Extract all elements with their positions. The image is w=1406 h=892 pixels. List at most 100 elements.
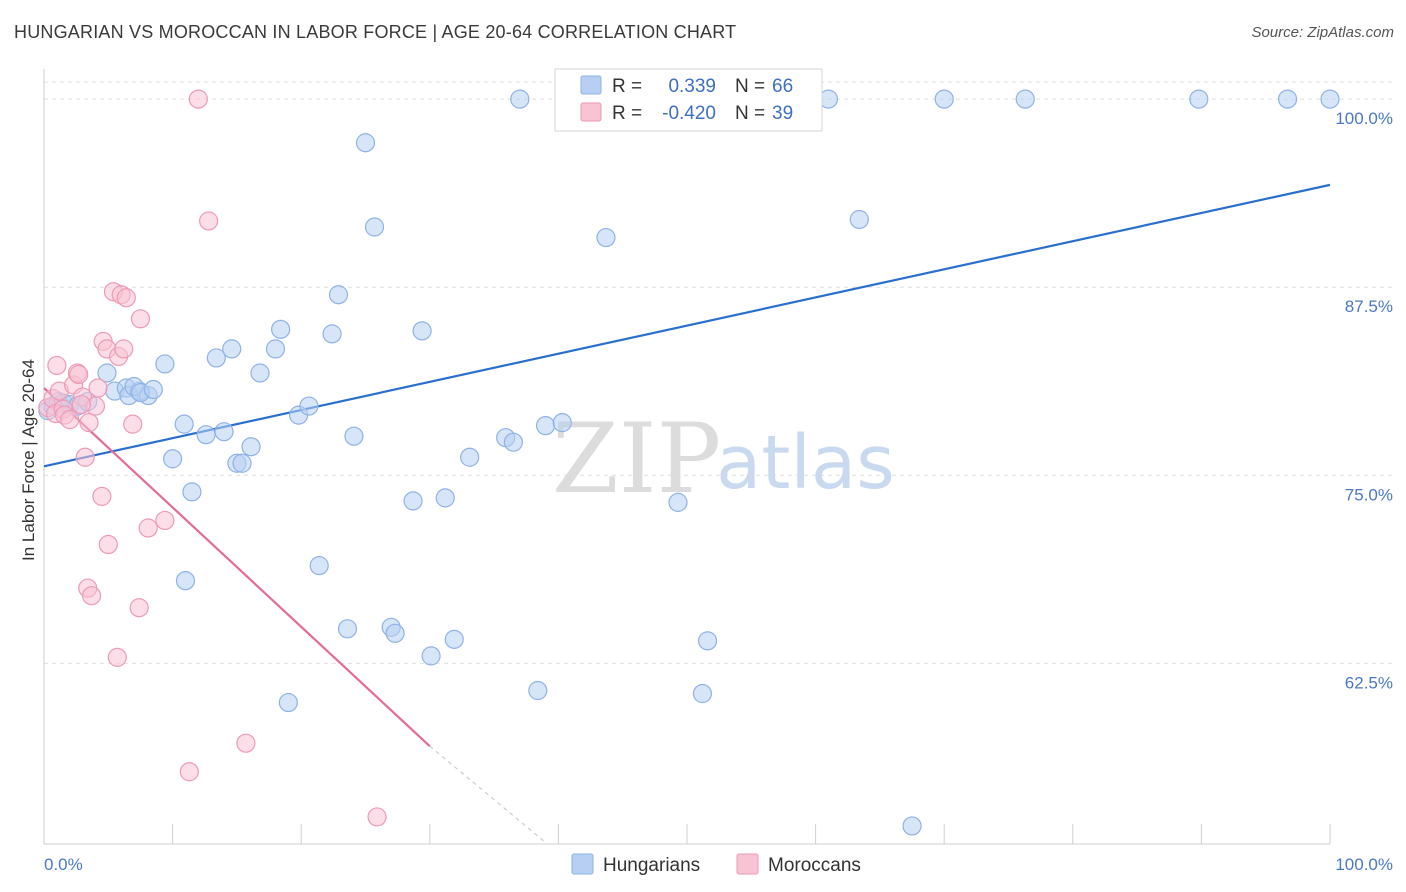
hungarians-point-59: [692, 683, 713, 704]
hungarians-point-23: [214, 422, 234, 442]
hungarians-point-45: [421, 646, 441, 666]
moroccans-point-26: [114, 339, 134, 359]
y-tick-label-1: 75.0%: [1345, 485, 1393, 504]
hungarians-point-64: [934, 89, 954, 109]
moroccans-point-14: [79, 413, 99, 433]
legend-stats: R = 0.339 N = 66 R = -0.420 N = 39: [554, 68, 823, 132]
hungarians-point-33: [299, 396, 319, 416]
y-tick-label-2: 87.5%: [1345, 297, 1393, 316]
hungarians-point-39: [355, 133, 376, 153]
moroccans-point-3: [47, 355, 67, 376]
hungarians-point-42: [385, 623, 405, 643]
hungarians-point-30: [271, 319, 291, 339]
hungarians-point-24: [222, 339, 242, 359]
hungarians-point-29: [265, 339, 286, 359]
legend-r-label-hungarians: R =: [612, 76, 642, 97]
hungarians-point-68: [1320, 89, 1340, 109]
x-tick-label-1: 100.0%: [1335, 855, 1393, 874]
legend-swatch-hungarians: [580, 75, 602, 95]
moroccans-point-32: [155, 510, 175, 531]
hungarians-point-47: [444, 629, 464, 649]
hungarians-point-46: [435, 488, 455, 508]
moroccans-point-15: [81, 586, 102, 606]
hungarians-point-55: [596, 227, 616, 248]
legend-swatch-moroccans: [580, 102, 602, 122]
moroccans-trend-line: [43, 387, 431, 747]
hungarians-point-22: [206, 348, 226, 368]
moroccans-trend-extension: [429, 745, 546, 843]
moroccans-point-21: [98, 534, 118, 555]
hungarians-point-65: [1015, 89, 1035, 109]
hungarians-point-26: [232, 453, 252, 473]
data-points: [38, 89, 1340, 836]
hungarians-point-37: [337, 619, 358, 639]
hungarians-point-16: [155, 354, 175, 374]
moroccans-point-23: [107, 647, 127, 667]
hungarians-point-54: [552, 413, 572, 433]
moroccans-point-10: [69, 364, 89, 385]
moroccans-point-35: [199, 211, 219, 231]
legend-n-value-moroccans: 39: [772, 103, 793, 124]
legend-n-label-hungarians: N =: [735, 76, 765, 97]
source-credit: Source: ZipAtlas.com: [1251, 24, 1394, 41]
hungarians-point-21: [196, 425, 216, 445]
x-tick-label-0: 0.0%: [44, 855, 83, 874]
hungarians-point-15: [143, 379, 163, 400]
moroccans-point-38: [71, 394, 91, 415]
hungarians-point-62: [849, 209, 869, 230]
legend-r-value-hungarians: 0.339: [668, 76, 716, 97]
moroccans-point-18: [92, 486, 112, 506]
moroccans-point-27: [116, 288, 136, 308]
hungarians-point-52: [528, 680, 548, 701]
hungarians-point-66: [1189, 89, 1209, 109]
hungarians-point-34: [309, 556, 329, 576]
legend-series: Hungarians Moroccans: [571, 853, 861, 876]
hungarians-point-31: [278, 692, 298, 713]
moroccans-point-36: [236, 733, 256, 753]
moroccans-point-29: [129, 598, 149, 618]
hungarians-point-19: [175, 571, 196, 591]
legend-r-value-moroccans: -0.420: [662, 103, 716, 124]
watermark-zip: ZIP: [552, 403, 721, 515]
chart-title: HUNGARIAN VS MOROCCAN IN LABOR FORCE | A…: [14, 22, 737, 42]
trend-lines: [43, 183, 1331, 843]
hungarians-point-36: [328, 285, 349, 305]
hungarians-point-27: [241, 437, 261, 457]
hungarians-point-43: [403, 491, 423, 511]
hungarians-point-18: [174, 414, 194, 434]
moroccans-point-30: [130, 309, 151, 329]
moroccans-point-28: [123, 414, 143, 434]
hungarians-point-17: [163, 449, 183, 469]
legend-n-label-moroccans: N =: [735, 103, 765, 124]
hungarians-point-58: [668, 492, 688, 512]
hungarians-point-53: [535, 416, 556, 436]
y-tick-label-3: 100.0%: [1335, 109, 1393, 128]
hungarians-point-38: [344, 426, 364, 446]
y-tick-label-0: 62.5%: [1345, 673, 1393, 692]
hungarians-point-44: [412, 321, 432, 341]
watermark: ZIP atlas: [552, 403, 895, 515]
legend-bottom-label-hungarians: Hungarians: [603, 855, 700, 876]
moroccans-point-33: [179, 762, 199, 782]
hungarians-point-8: [97, 363, 117, 383]
hungarians-trend-line: [43, 183, 1331, 468]
legend-n-value-hungarians: 66: [772, 76, 793, 97]
hungarians-point-20: [182, 482, 202, 502]
hungarians-point-35: [322, 324, 342, 344]
legend-bottom-label-moroccans: Moroccans: [768, 855, 861, 876]
watermark-atlas: atlas: [716, 420, 895, 506]
hungarians-point-28: [250, 363, 270, 383]
legend-r-label-moroccans: R =: [612, 103, 642, 124]
axes: 62.5% 75.0% 87.5% 100.0% 0.0% 100.0%: [43, 69, 1393, 874]
hungarians-point-67: [1277, 89, 1298, 109]
hungarians-point-51: [510, 89, 530, 109]
hungarians-point-63: [902, 816, 922, 836]
hungarians-point-48: [460, 447, 480, 467]
moroccans-point-12: [75, 447, 95, 467]
moroccans-point-17: [88, 378, 108, 398]
hungarians-point-40: [364, 217, 385, 237]
legend-bottom-swatch-hungarians: [571, 853, 594, 875]
moroccans-point-37: [367, 807, 387, 827]
y-axis-label: In Labor Force | Age 20-64: [19, 359, 38, 561]
